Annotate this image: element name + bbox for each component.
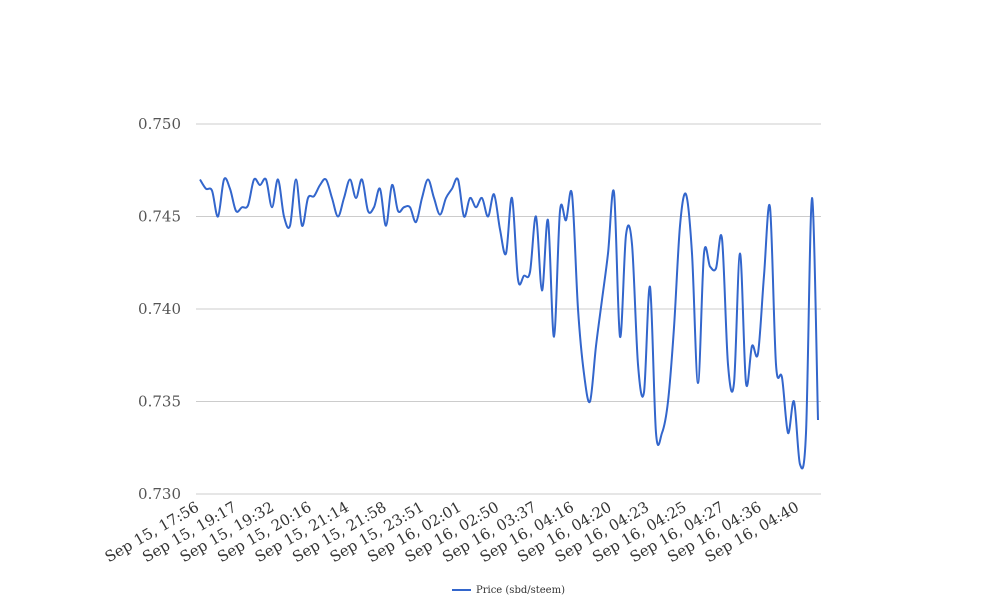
series-line	[199, 177, 819, 470]
y-tick-label: 0.740	[138, 300, 181, 318]
y-tick-label: 0.745	[138, 208, 181, 226]
y-tick-label: 0.750	[138, 115, 181, 133]
gridlines	[196, 123, 821, 495]
legend-label: Price (sbd/steem)	[476, 585, 565, 596]
series-layer	[199, 177, 819, 470]
y-tick-label: 0.730	[138, 485, 181, 503]
y-tick-label: 0.735	[138, 393, 181, 411]
y-axis-ticks: 0.750 0.745 0.740 0.735 0.730	[138, 115, 181, 503]
legend: Price (sbd/steem)	[452, 585, 565, 596]
